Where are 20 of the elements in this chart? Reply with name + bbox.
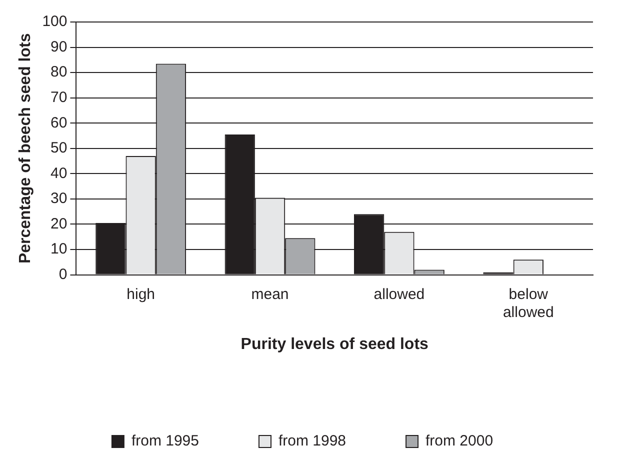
y-tick-label: 20 [50, 215, 68, 232]
y-tick-label: 50 [50, 140, 68, 157]
x-tick-label: allowed [374, 286, 425, 303]
y-tick-label: 60 [50, 114, 68, 132]
y-tick-label: 70 [50, 88, 68, 106]
x-tick-label: mean [251, 286, 289, 303]
legend-label: from 2000 [426, 432, 494, 450]
x-tick-label: below allowed [502, 286, 554, 321]
y-tick-label: 40 [50, 164, 68, 182]
y-tick-label: 100 [42, 13, 68, 30]
y-tick-label: 10 [50, 240, 68, 258]
y-tick-label: 0 [58, 266, 68, 283]
legend-label: from 1998 [278, 432, 346, 450]
y-tick-label: 80 [50, 64, 68, 81]
y-axis-title: Percentage of beech seed lots [17, 33, 34, 264]
x-tick-label: high [126, 286, 156, 303]
x-axis-title: Purity levels of seed lots [240, 336, 429, 353]
y-tick-label: 90 [50, 38, 68, 56]
y-tick-label: 30 [50, 190, 68, 208]
legend-label: from 1995 [131, 432, 199, 450]
